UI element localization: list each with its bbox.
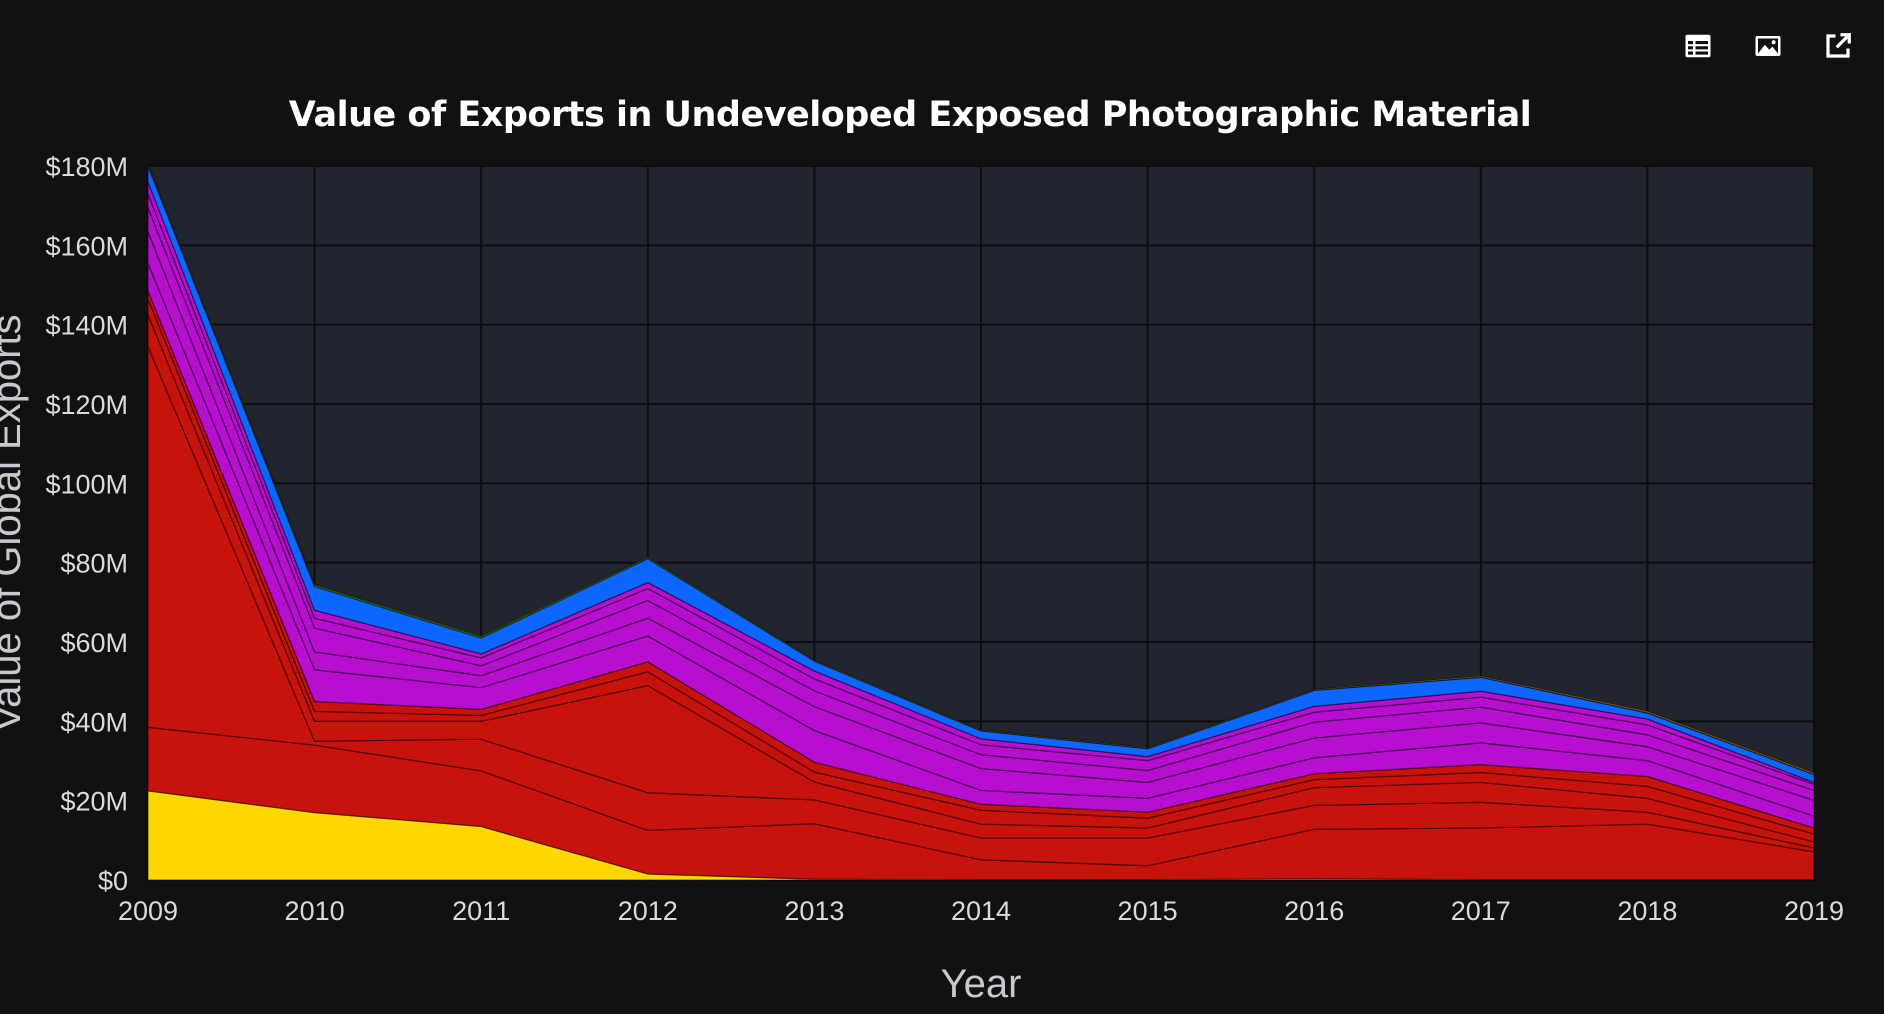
x-axis-title: Year (941, 962, 1022, 1006)
x-tick-label: 2017 (1451, 896, 1511, 926)
x-tick-label: 2014 (951, 896, 1011, 926)
area-series[interactable] (147, 163, 1815, 775)
y-tick-label: $20M (60, 787, 128, 817)
stacked-areas (147, 163, 1815, 881)
y-tick-label: $100M (45, 469, 128, 499)
area-series[interactable] (147, 181, 1815, 786)
x-tick-label: 2011 (452, 896, 510, 926)
table-icon (1685, 34, 1711, 58)
area-series[interactable] (147, 790, 1815, 881)
chart-toolbar (1680, 28, 1856, 64)
download-image-button[interactable] (1750, 28, 1786, 64)
x-tick-label: 2015 (1118, 896, 1178, 926)
area-series[interactable] (147, 165, 1815, 784)
area-series[interactable] (147, 314, 1815, 849)
y-axis-ticks: $0 $20M $40M $60M $80M $100M $120M $140M $160M $1… (45, 152, 128, 896)
area-series[interactable] (147, 298, 1815, 843)
external-link-icon (1826, 33, 1851, 58)
data-table-button[interactable] (1680, 28, 1716, 64)
x-tick-label: 2009 (118, 896, 178, 926)
y-tick-label: $80M (60, 549, 128, 579)
area-series[interactable] (147, 206, 1815, 801)
y-tick-label: $0 (98, 866, 128, 896)
y-tick-label: $60M (60, 628, 128, 658)
area-series[interactable] (147, 290, 1815, 835)
x-tick-label: 2013 (784, 896, 844, 926)
x-tick-label: 2019 (1784, 896, 1844, 926)
area-series[interactable] (147, 164, 1815, 776)
x-axis-ticks: 2009 2010 2011 2012 2013 2014 2015 2016 2017 2018… (118, 896, 1844, 926)
y-tick-label: $40M (60, 707, 128, 737)
y-tick-label: $140M (45, 311, 128, 341)
x-tick-label: 2012 (618, 896, 678, 926)
area-series[interactable] (147, 262, 1815, 829)
y-tick-label: $120M (45, 390, 128, 420)
y-tick-label: $180M (45, 152, 128, 182)
x-tick-label: 2010 (285, 896, 345, 926)
open-external-button[interactable] (1820, 28, 1856, 64)
x-tick-label: 2018 (1617, 896, 1677, 926)
y-tick-label: $160M (45, 231, 128, 261)
chart-title: Value of Exports in Undeveloped Exposed … (288, 95, 1532, 135)
x-tick-label: 2016 (1284, 896, 1344, 926)
y-axis-title: Value of Global Exports (0, 314, 29, 731)
area-series[interactable] (147, 230, 1815, 817)
image-icon (1755, 36, 1781, 56)
